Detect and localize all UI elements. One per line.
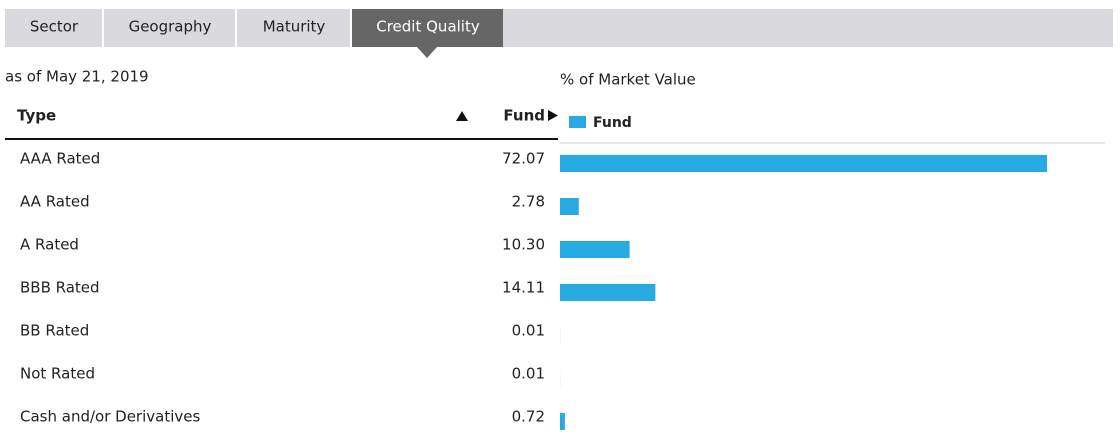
row-value: 2.78 <box>512 193 545 211</box>
row-value: 0.01 <box>512 365 545 383</box>
row-label: BB Rated <box>20 322 89 340</box>
tab[interactable]: Sector <box>30 18 79 36</box>
row-label: AAA Rated <box>20 150 100 168</box>
tab[interactable]: Credit Quality <box>376 18 480 36</box>
bar <box>560 155 1047 172</box>
column-header[interactable]: Type <box>17 107 56 125</box>
row-value: 14.11 <box>502 279 545 297</box>
row-label: Not Rated <box>20 365 95 383</box>
tab[interactable]: Geography <box>129 18 212 36</box>
as-of-date: as of May 21, 2019 <box>5 68 149 86</box>
row-value: 0.72 <box>512 408 545 426</box>
column-header[interactable]: Fund <box>503 107 545 125</box>
row-value: 72.07 <box>502 150 545 168</box>
row-label: AA Rated <box>20 193 90 211</box>
active-tab-pointer <box>417 47 437 58</box>
legend-swatch <box>569 116 586 128</box>
row-label: A Rated <box>20 236 79 254</box>
row-value: 10.30 <box>502 236 545 254</box>
sort-icon[interactable] <box>456 111 468 121</box>
row-label: BBB Rated <box>20 279 100 297</box>
bar <box>560 413 565 430</box>
bar <box>560 284 655 301</box>
legend-label: Fund <box>593 115 632 131</box>
bar <box>560 198 579 215</box>
row-value: 0.01 <box>512 322 545 340</box>
bar <box>560 241 630 258</box>
chart-title: % of Market Value <box>560 71 696 89</box>
expand-icon[interactable] <box>548 110 558 121</box>
row-label: Cash and/or Derivatives <box>20 408 200 426</box>
tab[interactable]: Maturity <box>263 18 326 36</box>
